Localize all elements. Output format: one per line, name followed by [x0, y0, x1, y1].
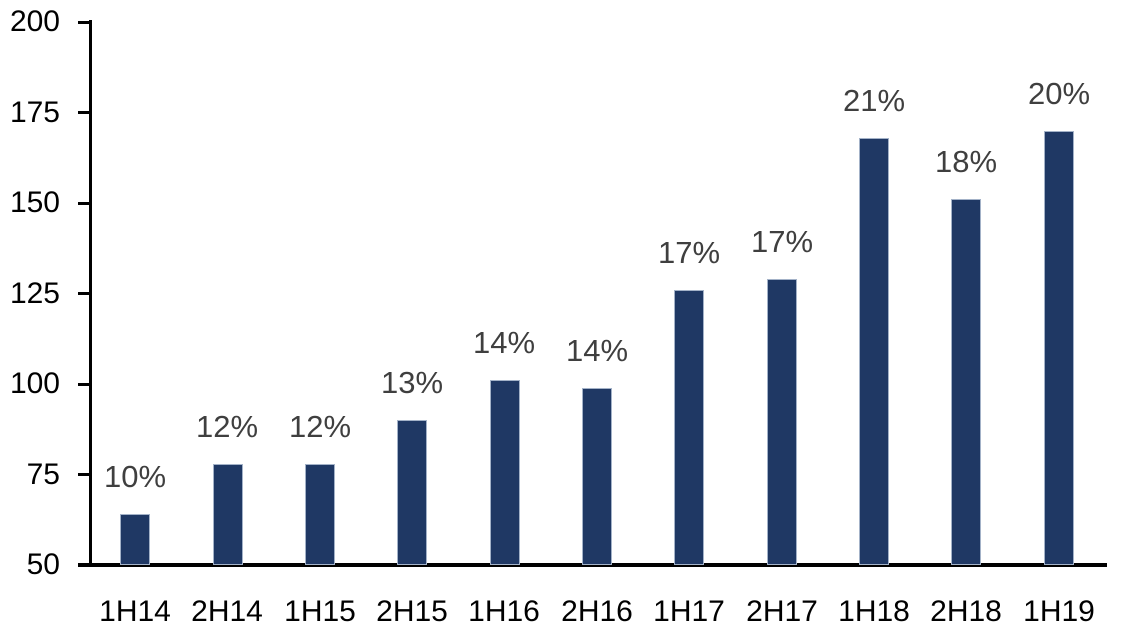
bar	[490, 380, 520, 565]
bar	[951, 199, 981, 565]
x-axis-tick-label: 1H15	[284, 595, 356, 628]
x-axis-tick-label: 1H18	[838, 595, 910, 628]
y-axis-tick	[78, 111, 90, 114]
bar-value-label: 12%	[195, 409, 259, 444]
y-axis-tick	[78, 292, 90, 295]
x-axis-tick-label: 1H14	[99, 595, 171, 628]
x-axis-tick-label: 1H19	[1023, 595, 1095, 628]
bar	[120, 514, 150, 565]
y-axis-tick-label: 175	[9, 95, 60, 129]
x-axis-tick-label: 1H17	[653, 595, 725, 628]
y-axis-tick-label: 100	[9, 367, 60, 400]
y-axis-tick-label: 125	[9, 276, 60, 310]
y-axis-tick-label: 50	[26, 548, 60, 581]
bar	[767, 279, 797, 565]
bar-value-label: 10%	[103, 459, 167, 494]
bar-value-label: 12%	[288, 409, 352, 444]
y-axis-tick	[78, 473, 90, 476]
bar-value-label: 14%	[565, 333, 629, 368]
x-axis-tick-label: 2H17	[746, 595, 818, 628]
plot-area: 10% 12% 12% 13% 14% 14% 17% 17% 21% 18% 20%	[89, 22, 1105, 565]
y-axis-tick	[78, 201, 90, 205]
y-axis-tick-label: 200	[9, 5, 60, 38]
bar-value-label: 17%	[657, 235, 721, 270]
bar	[1044, 131, 1074, 565]
bar-value-label: 17%	[750, 224, 814, 259]
bar-value-label: 20%	[1027, 76, 1091, 111]
bar	[674, 290, 704, 565]
x-axis-line	[78, 563, 1107, 567]
bar	[213, 464, 243, 565]
bar-value-label: 14%	[472, 325, 536, 360]
bar-value-label: 18%	[934, 144, 998, 179]
y-axis-tick	[78, 20, 90, 24]
y-axis-line	[89, 20, 92, 565]
bar	[397, 420, 427, 565]
x-axis-tick-label: 2H18	[930, 595, 1002, 628]
y-axis-tick-label: 75	[26, 457, 60, 491]
y-axis-tick	[78, 382, 90, 386]
bar	[305, 464, 335, 565]
x-axis-tick-label: 2H14	[191, 595, 263, 628]
bar-value-label: 21%	[842, 83, 906, 118]
x-axis-tick-label: 2H15	[376, 595, 448, 628]
x-axis-tick-label: 1H16	[468, 595, 540, 628]
y-axis-tick	[78, 563, 90, 567]
x-axis-tick-label: 2H16	[561, 595, 633, 628]
bar	[859, 138, 889, 565]
bar-value-label: 13%	[380, 365, 444, 400]
bar	[582, 388, 612, 565]
y-axis-tick-label: 150	[9, 186, 60, 219]
